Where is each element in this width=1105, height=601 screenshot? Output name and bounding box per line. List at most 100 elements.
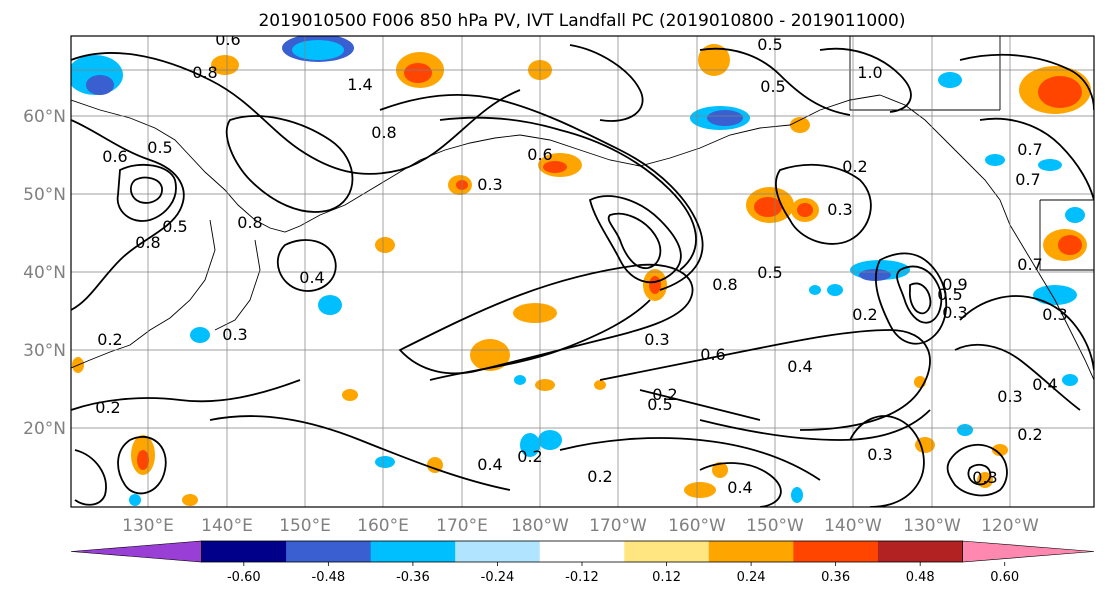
pv-anomaly-patch — [1033, 285, 1077, 305]
contour-value-label: 0.8 — [192, 63, 217, 82]
contour-value-label: 0.3 — [477, 175, 502, 194]
pv-anomaly-patch — [182, 494, 198, 506]
map-panel: 0.60.81.40.50.50.81.00.80.50.6 0.70.50.80… — [70, 35, 1095, 508]
colorbar-tick-label: -0.36 — [396, 570, 430, 585]
pv-anomaly-patch — [649, 276, 661, 294]
colorbar: -0.60 -0.48 -0.36 -0.24 -0.12 0.12 0.24 0.36 0.4… — [70, 540, 1095, 585]
colorbar-segment — [370, 541, 456, 562]
pv-anomaly-patch — [790, 117, 810, 133]
coastline-segment — [214, 239, 261, 331]
ivt-contour-line — [71, 379, 301, 411]
colorbar-tick-label: -0.60 — [227, 570, 261, 585]
lon-tick-label: 140°E — [201, 516, 253, 536]
colorbar-segment — [201, 541, 287, 562]
contour-value-label: 0.3 — [972, 468, 997, 487]
latitude-axis: 60°N 50°N 40°N 30°N 20°N — [23, 107, 66, 439]
lon-tick-label: 170°W — [589, 516, 647, 536]
ivt-contour-line — [209, 415, 511, 491]
contour-value-label: 0.3 — [222, 325, 247, 344]
ivt-contour-line — [979, 117, 1094, 201]
pv-anomaly-patch — [513, 303, 557, 323]
contour-value-label: 0.8 — [237, 213, 262, 232]
lon-tick-label: 160°W — [668, 516, 726, 536]
contour-value-label: 0.5 — [647, 395, 672, 414]
ivt-contour-line — [379, 93, 704, 291]
map-title: 2019010500 F006 850 hPa PV, IVT Landfall… — [258, 11, 905, 31]
contour-value-label: 0.3 — [644, 330, 669, 349]
colorbar-tick-label: 0.12 — [652, 570, 681, 585]
colorbar-extend-low — [70, 540, 202, 563]
ivt-contour-line — [819, 47, 912, 113]
ivt-contour-line — [946, 443, 1008, 497]
ivt-contour-line — [954, 343, 1081, 411]
colorbar-segment — [624, 541, 710, 562]
colorbar-segment — [877, 541, 963, 562]
ivt-contour-line — [71, 119, 185, 311]
pv-anomaly-patch — [1038, 76, 1082, 108]
pv-anomaly-patch — [1038, 159, 1062, 171]
contour-value-label: 0.6 — [102, 147, 127, 166]
pv-anomaly-patch — [1065, 207, 1085, 223]
pv-anomaly-patch — [938, 72, 962, 88]
ivt-contour-line — [639, 389, 761, 421]
contour-value-label: 0.6 — [700, 345, 725, 364]
contour-value-label: 0.3 — [1042, 305, 1067, 324]
ivt-contour-line — [699, 462, 782, 507]
ivt-contour-line — [607, 212, 662, 269]
pv-anomaly-patch — [137, 450, 149, 470]
contour-value-label: 0.8 — [371, 123, 396, 142]
pv-anomaly-patch — [190, 327, 210, 343]
pv-anomaly-patch — [535, 379, 555, 391]
pv-anomaly-patch — [404, 63, 432, 83]
contour-value-label: 0.3 — [867, 445, 892, 464]
ivt-contour-line — [849, 415, 925, 507]
pv-anomaly-patch — [1062, 374, 1078, 386]
contour-value-label: 0.5 — [147, 138, 172, 157]
pv-anomaly-patch — [427, 457, 443, 473]
contour-value-label: 0.2 — [97, 330, 122, 349]
contour-value-label: 0.5 — [937, 285, 962, 304]
contour-value-label: 0.4 — [787, 357, 812, 376]
colorbar-tick-label: 0.36 — [821, 570, 850, 585]
contour-value-label: 0.2 — [842, 157, 867, 176]
pv-anomaly-patch — [791, 487, 803, 503]
pv-anomaly-patch — [797, 203, 813, 217]
lon-tick-label: 150°E — [279, 516, 331, 536]
colorbar-segment — [286, 541, 372, 562]
colorbar-tick-label: -0.24 — [481, 570, 515, 585]
pv-anomaly-patch — [684, 482, 716, 498]
pv-anomaly-patch — [514, 375, 526, 385]
contour-value-label: 0.5 — [162, 217, 187, 236]
pv-anomaly-patch — [375, 237, 395, 253]
ivt-contour-line — [116, 163, 177, 222]
contour-value-label: 0.4 — [1032, 375, 1057, 394]
graticule — [71, 36, 1094, 507]
colorbar-segment — [793, 541, 879, 562]
pv-anomaly-patch — [342, 389, 358, 401]
colorbar-segment — [455, 541, 541, 562]
ivt-contour-line — [429, 299, 651, 381]
pv-anomaly-patch — [292, 40, 344, 60]
lat-tick-label: 20°N — [23, 419, 66, 439]
pv-anomaly-patch — [375, 456, 395, 468]
ivt-contours — [71, 44, 1094, 507]
coastline-segment — [849, 36, 1000, 111]
contour-value-label: 0.2 — [517, 447, 542, 466]
pv-anomaly-patch — [543, 161, 567, 173]
lon-tick-label: 150°W — [746, 516, 804, 536]
lon-tick-label: 130°E — [122, 516, 174, 536]
ivt-contour-line — [71, 52, 521, 175]
coastline-segment — [71, 219, 216, 369]
ivt-contour-line — [775, 163, 872, 245]
ivt-contour-line — [276, 239, 337, 292]
coastline-segment — [879, 94, 1094, 381]
contour-value-label: 0.3 — [827, 200, 852, 219]
contour-value-label: 0.7 — [1017, 140, 1042, 159]
pv-anomaly-patch — [957, 424, 973, 436]
lon-tick-label: 120°W — [981, 516, 1039, 536]
lon-tick-label: 140°W — [824, 516, 882, 536]
pv-anomaly-patch — [1058, 235, 1082, 255]
ivt-contour-line — [559, 437, 821, 481]
colorbar-tick-label: 0.24 — [737, 570, 766, 585]
